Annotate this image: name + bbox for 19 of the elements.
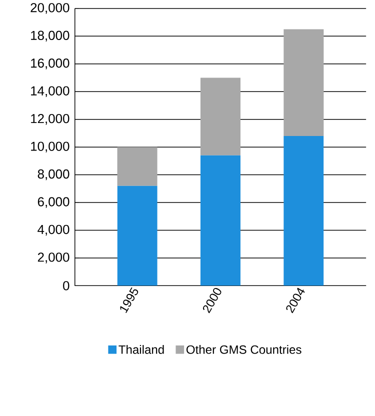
y-tick-label: 4,000 xyxy=(38,224,70,236)
y-tick-label: 10,000 xyxy=(31,142,70,152)
y-tick-label: 18,000 xyxy=(31,30,70,42)
bar xyxy=(284,136,324,286)
bar xyxy=(117,147,158,186)
y-tick-label: 8,000 xyxy=(38,169,70,180)
y-tick-label: 14,000 xyxy=(31,86,70,97)
legend-label: Thailand xyxy=(118,345,164,354)
y-tick-label: 12,000 xyxy=(31,114,70,125)
y-tick-label: 0 xyxy=(63,281,70,290)
y-tick-label: 16,000 xyxy=(31,58,70,70)
bar xyxy=(284,29,324,136)
y-tick-label: 2,000 xyxy=(38,252,70,264)
bar xyxy=(200,155,241,286)
legend-label: Other GMS Countries xyxy=(186,345,302,354)
y-tick-label: 20,000 xyxy=(30,3,70,14)
bar xyxy=(117,186,158,286)
bar xyxy=(200,78,241,156)
y-tick-label: 6,000 xyxy=(38,197,70,208)
